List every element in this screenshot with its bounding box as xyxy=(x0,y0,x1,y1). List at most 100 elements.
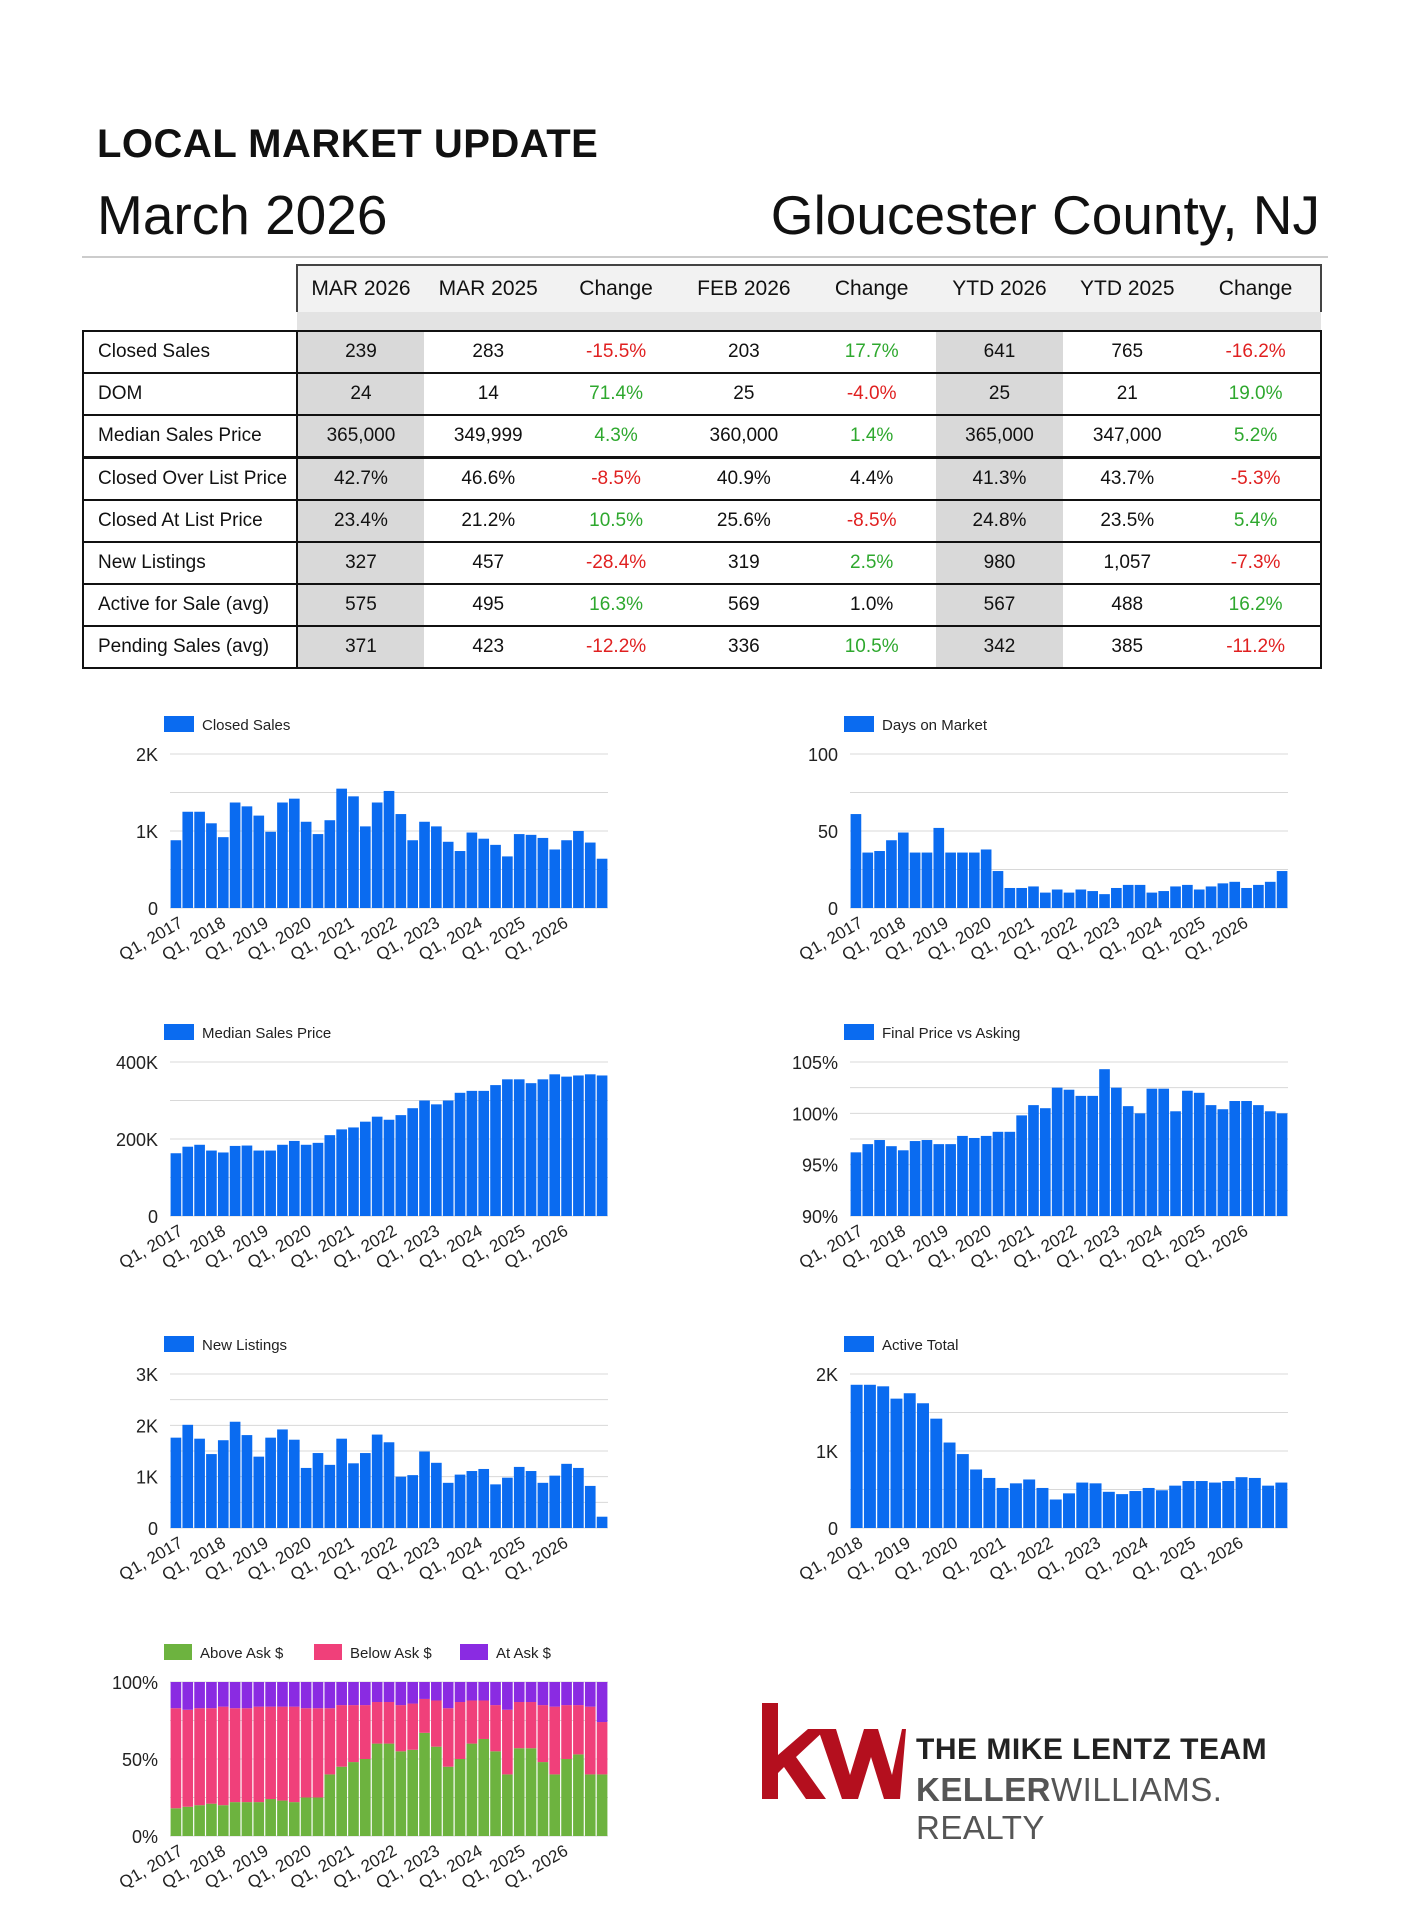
bar xyxy=(862,852,874,908)
bar-segment xyxy=(383,1702,395,1744)
bar xyxy=(933,1144,945,1216)
bar xyxy=(537,1079,549,1216)
bar xyxy=(288,1439,300,1528)
bar xyxy=(277,1144,288,1216)
row-label: Active for Sale (avg) xyxy=(82,584,298,627)
bar xyxy=(1222,1481,1235,1528)
bar-segment xyxy=(454,1759,466,1836)
bar xyxy=(890,1398,903,1528)
bar-segment xyxy=(217,1682,229,1707)
table-cell: 4.3% xyxy=(552,415,680,459)
bar-segment xyxy=(253,1682,265,1707)
bar-segment xyxy=(265,1706,276,1800)
bar-segment xyxy=(277,1682,288,1707)
table-cell: 5.2% xyxy=(1191,415,1322,459)
bar xyxy=(1235,1477,1248,1528)
table-cell: 342 xyxy=(935,626,1064,669)
table-cell: 71.4% xyxy=(552,373,680,416)
legend-label: Median Sales Price xyxy=(202,1025,331,1042)
bar-segment xyxy=(596,1682,608,1723)
bar-segment xyxy=(182,1806,194,1836)
table-cell: -5.3% xyxy=(1191,456,1322,501)
y-tick-label: 2K xyxy=(136,1416,158,1436)
bar xyxy=(277,802,288,908)
bar-segment xyxy=(525,1748,537,1836)
bar xyxy=(371,802,383,908)
bar xyxy=(968,1137,980,1216)
bar xyxy=(573,1467,584,1528)
table-row: Pending Sales (avg) 371 423 -12.2% 336 10.5% 3… xyxy=(82,626,1322,669)
table-cell: -7.3% xyxy=(1191,542,1322,585)
bar xyxy=(348,1463,359,1528)
bar xyxy=(1099,1069,1110,1216)
bar xyxy=(956,1454,969,1528)
bar xyxy=(1205,1105,1217,1216)
bar-segment xyxy=(431,1682,442,1701)
report-label: LOCAL MARKET UPDATE xyxy=(97,122,599,166)
bar xyxy=(1087,891,1099,908)
y-tick-label: 200K xyxy=(116,1130,158,1150)
bar-segment xyxy=(241,1708,253,1803)
bar xyxy=(1036,1487,1049,1528)
bar-segment xyxy=(584,1774,596,1836)
bar-segment xyxy=(253,1802,265,1836)
bar xyxy=(874,1140,885,1216)
company-name-bold: KELLER xyxy=(916,1771,1051,1808)
bar-segment xyxy=(525,1702,537,1749)
bar-segment xyxy=(407,1682,419,1704)
bar xyxy=(383,1119,395,1216)
bar xyxy=(886,1146,897,1216)
bar xyxy=(1028,1105,1039,1216)
bar-segment xyxy=(442,1708,454,1767)
bar xyxy=(1195,1481,1208,1528)
bar xyxy=(909,852,921,908)
bar-segment xyxy=(336,1682,347,1706)
y-tick-label: 0% xyxy=(132,1827,158,1847)
bar xyxy=(596,1516,608,1528)
y-tick-label: 0 xyxy=(148,899,158,919)
table-cell: 203 xyxy=(679,330,808,374)
bar xyxy=(194,1438,205,1528)
final-price-vs-asking-chart: 90% 95% 100% 105% Final Price vs Asking Q1, 2… xyxy=(780,1016,1320,1296)
table-cell: 2.5% xyxy=(807,542,936,585)
table-row: Closed Over List Price 42.7% 46.6% -8.5% 40.… xyxy=(82,456,1322,501)
bar xyxy=(182,1424,194,1528)
bar xyxy=(549,849,561,908)
bar xyxy=(1169,1485,1182,1528)
bar xyxy=(241,1435,253,1528)
table-cell: 1.4% xyxy=(807,415,936,459)
bar-segment xyxy=(312,1682,324,1709)
bar xyxy=(395,1115,407,1216)
bar xyxy=(1253,1105,1264,1216)
bar xyxy=(1146,1088,1158,1216)
bar xyxy=(383,1442,395,1528)
legend-label: Below Ask $ xyxy=(350,1645,432,1662)
column-header: FEB 2026 xyxy=(679,264,808,312)
bar-segment xyxy=(419,1682,430,1699)
bar-segment xyxy=(300,1682,312,1709)
kw-logo-mark xyxy=(762,1703,906,1799)
bar xyxy=(1248,1477,1261,1528)
closed-sales-chart: 0 1K 2K Closed Sales Q1, 2017 Q1, 2018 Q1, 201… xyxy=(100,708,640,988)
bar xyxy=(1170,1111,1181,1216)
bar-segment xyxy=(431,1746,442,1836)
company-name-rest: WILLIAMS. REALTY xyxy=(916,1771,1223,1846)
legend-swatch xyxy=(164,1336,194,1352)
table-row: Closed Sales 239 283 -15.5% 203 17.7% 641 765 -1… xyxy=(82,330,1322,374)
bar xyxy=(1004,1131,1016,1216)
bar-segment xyxy=(478,1700,490,1739)
bar-segment xyxy=(324,1708,336,1775)
bar-segment xyxy=(371,1743,383,1836)
bar xyxy=(206,1454,217,1528)
bar xyxy=(336,788,347,908)
bar xyxy=(1241,887,1252,908)
bar xyxy=(312,834,324,908)
bar xyxy=(170,840,182,908)
bar xyxy=(1028,886,1039,908)
bar xyxy=(897,1150,909,1216)
y-tick-label: 0 xyxy=(148,1519,158,1539)
bar xyxy=(1009,1483,1022,1528)
